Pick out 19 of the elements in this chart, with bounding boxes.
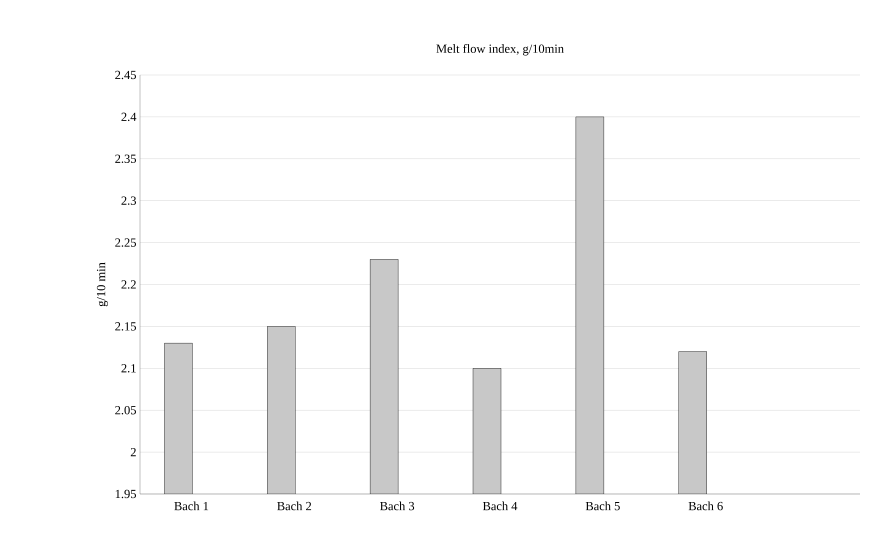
x-tick-label: Bach 6 <box>688 502 723 510</box>
y-tick-label: 2 <box>130 448 136 456</box>
x-tick-label: Bach 3 <box>380 502 414 510</box>
chart-title: Melt flow index, g/10min <box>436 44 564 56</box>
x-tick-label: Bach 2 <box>277 502 312 510</box>
x-tick-label: Bach 4 <box>482 502 518 510</box>
y-tick-label: 2.1 <box>121 364 136 373</box>
y-tick-label: 2.4 <box>121 112 136 122</box>
y-tick-label: 2.05 <box>115 406 136 414</box>
y-tick-label: 2.25 <box>115 238 136 247</box>
x-tick-label: Bach 1 <box>174 502 208 510</box>
y-tick-label: 2.35 <box>115 154 136 163</box>
y-tick-label: 2.2 <box>121 280 136 289</box>
y-axis-title: g/10 min <box>96 262 108 306</box>
y-tick-label: 2.15 <box>115 322 136 331</box>
y-tick-label: 2.45 <box>115 70 136 80</box>
x-tick-label: Bach 5 <box>586 502 620 510</box>
y-tick-label: 2.3 <box>121 196 136 205</box>
y-tick-label: 1.95 <box>116 490 136 498</box>
